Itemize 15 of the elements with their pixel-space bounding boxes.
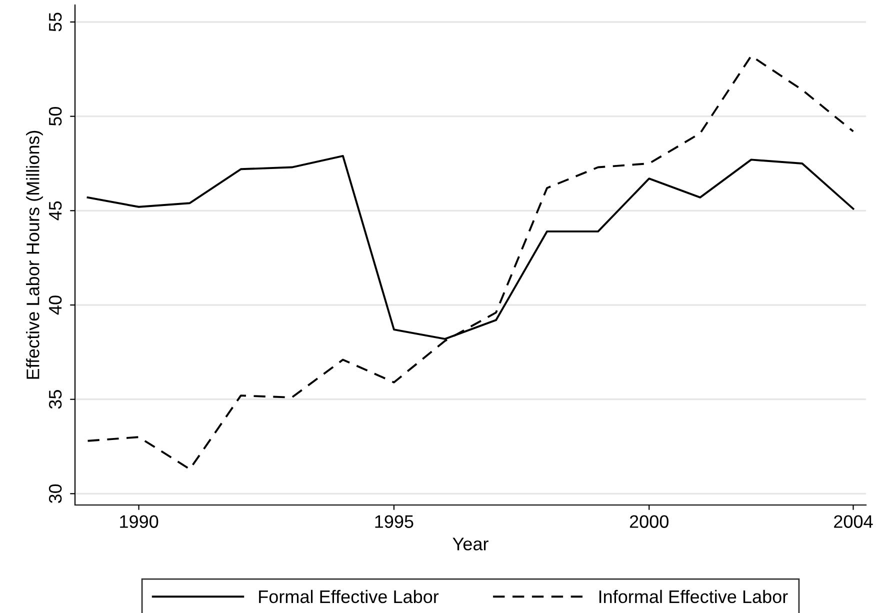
y-tick-label: 40 [48, 296, 62, 315]
x-tick-label: 2004 [834, 515, 873, 528]
text: Informal Effective Labor [599, 590, 788, 604]
y-tick-label: 45 [49, 201, 62, 220]
x-axis-title: Year [452, 538, 488, 550]
y-tick-label: 35 [48, 390, 62, 409]
x-tick-label: 2000 [630, 515, 668, 528]
x-tick-label: 1990 [120, 515, 158, 528]
line-series [86, 54, 854, 470]
legend-label: Formal Effective Labor [259, 590, 439, 604]
y-tick-label: 55 [49, 12, 62, 32]
x-tick-label: 1995 [375, 515, 414, 528]
y-axis-title: Effective Labor Hours (Millions) [26, 130, 43, 379]
y-tick-label: 50 [48, 106, 62, 126]
y-tick-label: 30 [48, 484, 62, 504]
